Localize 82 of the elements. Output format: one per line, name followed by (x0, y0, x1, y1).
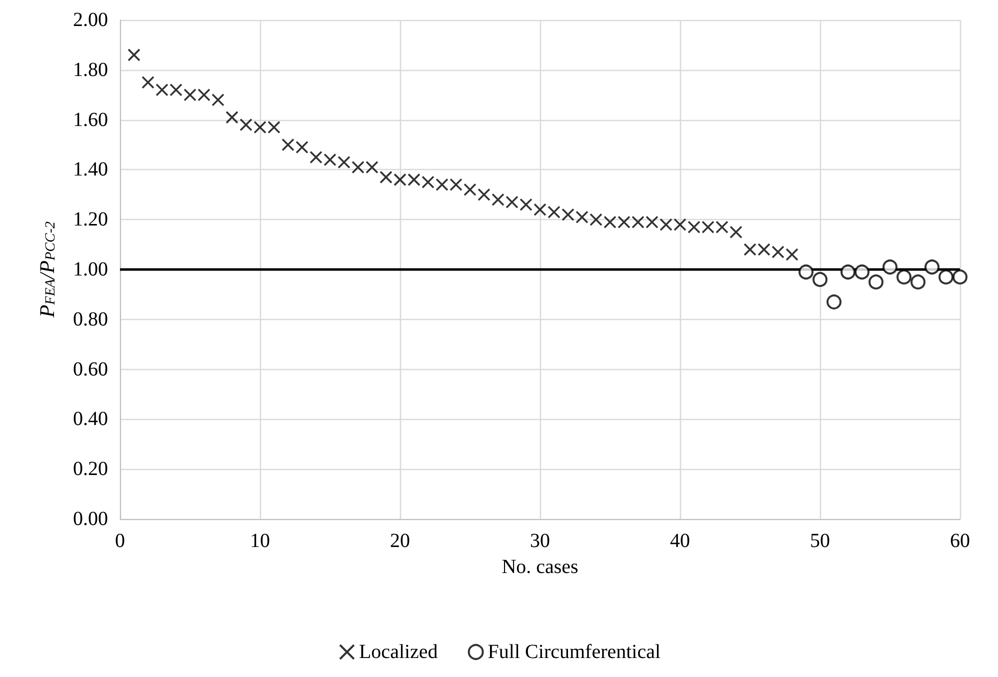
x-tick-label: 10 (250, 530, 270, 552)
point (896, 269, 912, 284)
point (240, 118, 252, 132)
point (590, 213, 602, 226)
point (394, 173, 406, 186)
point (310, 150, 322, 164)
point (478, 188, 490, 202)
point (254, 120, 266, 134)
point (366, 160, 378, 174)
point (758, 243, 770, 256)
point (436, 178, 448, 192)
y-tick-label: 0.20 (73, 458, 108, 480)
point (156, 83, 168, 96)
point (938, 269, 954, 284)
point (688, 220, 700, 234)
point (812, 272, 828, 287)
point (296, 140, 308, 154)
x-tick-label: 40 (670, 530, 690, 552)
legend-label: Localized (358, 641, 438, 663)
point (380, 170, 392, 184)
y-axis-title: PFEA/PPCC-2 (35, 221, 59, 319)
y-tick-label: 1.00 (73, 258, 108, 280)
point (548, 206, 560, 219)
x-tick-label: 50 (810, 530, 830, 552)
point (772, 246, 784, 258)
point (618, 216, 630, 228)
point (882, 260, 898, 274)
x-tick-label: 30 (530, 530, 550, 552)
x-tick-label: 20 (390, 530, 410, 552)
point (910, 274, 926, 290)
point (212, 93, 224, 106)
y-tick-label: 0.00 (73, 508, 108, 530)
x-tick-label: 0 (115, 530, 125, 552)
point (952, 269, 968, 284)
y-tick-label: 0.60 (73, 358, 108, 380)
point (534, 203, 546, 216)
point (646, 216, 658, 228)
y-tick-label: 1.80 (73, 58, 108, 81)
point (744, 243, 756, 256)
point (450, 178, 462, 192)
point (562, 208, 574, 222)
point (674, 218, 686, 231)
point (840, 264, 856, 280)
point (170, 83, 182, 96)
point (268, 120, 280, 134)
point (464, 183, 476, 196)
x-tick-label: 60 (950, 530, 970, 552)
point (730, 226, 742, 238)
point (854, 264, 870, 280)
y-tick-label: 2.00 (73, 9, 108, 31)
point (826, 294, 842, 310)
x-axis-title: No. cases (502, 556, 579, 578)
y-tick-label: 1.20 (73, 208, 108, 231)
y-tick-label: 0.80 (73, 308, 108, 330)
point (716, 220, 728, 234)
point (128, 48, 140, 62)
point (506, 196, 518, 209)
point (352, 160, 364, 174)
legend-label: Full Circumferentical (488, 641, 661, 663)
point (576, 210, 588, 224)
point (226, 110, 238, 124)
point (632, 216, 644, 228)
point (422, 176, 434, 189)
y-tick-label: 1.40 (73, 158, 108, 181)
point (338, 156, 350, 169)
point (282, 138, 294, 152)
y-tick-label: 0.40 (73, 408, 108, 430)
point (924, 260, 940, 274)
point (868, 274, 884, 290)
point (604, 216, 616, 228)
point (660, 218, 672, 231)
point (786, 248, 798, 261)
point (184, 88, 196, 102)
point (142, 76, 154, 89)
point (702, 220, 714, 234)
y-tick-label: 1.60 (73, 108, 108, 131)
point (798, 264, 814, 280)
point (520, 198, 532, 212)
point (198, 88, 210, 102)
point (324, 153, 336, 166)
point (408, 173, 420, 186)
point (492, 193, 504, 206)
